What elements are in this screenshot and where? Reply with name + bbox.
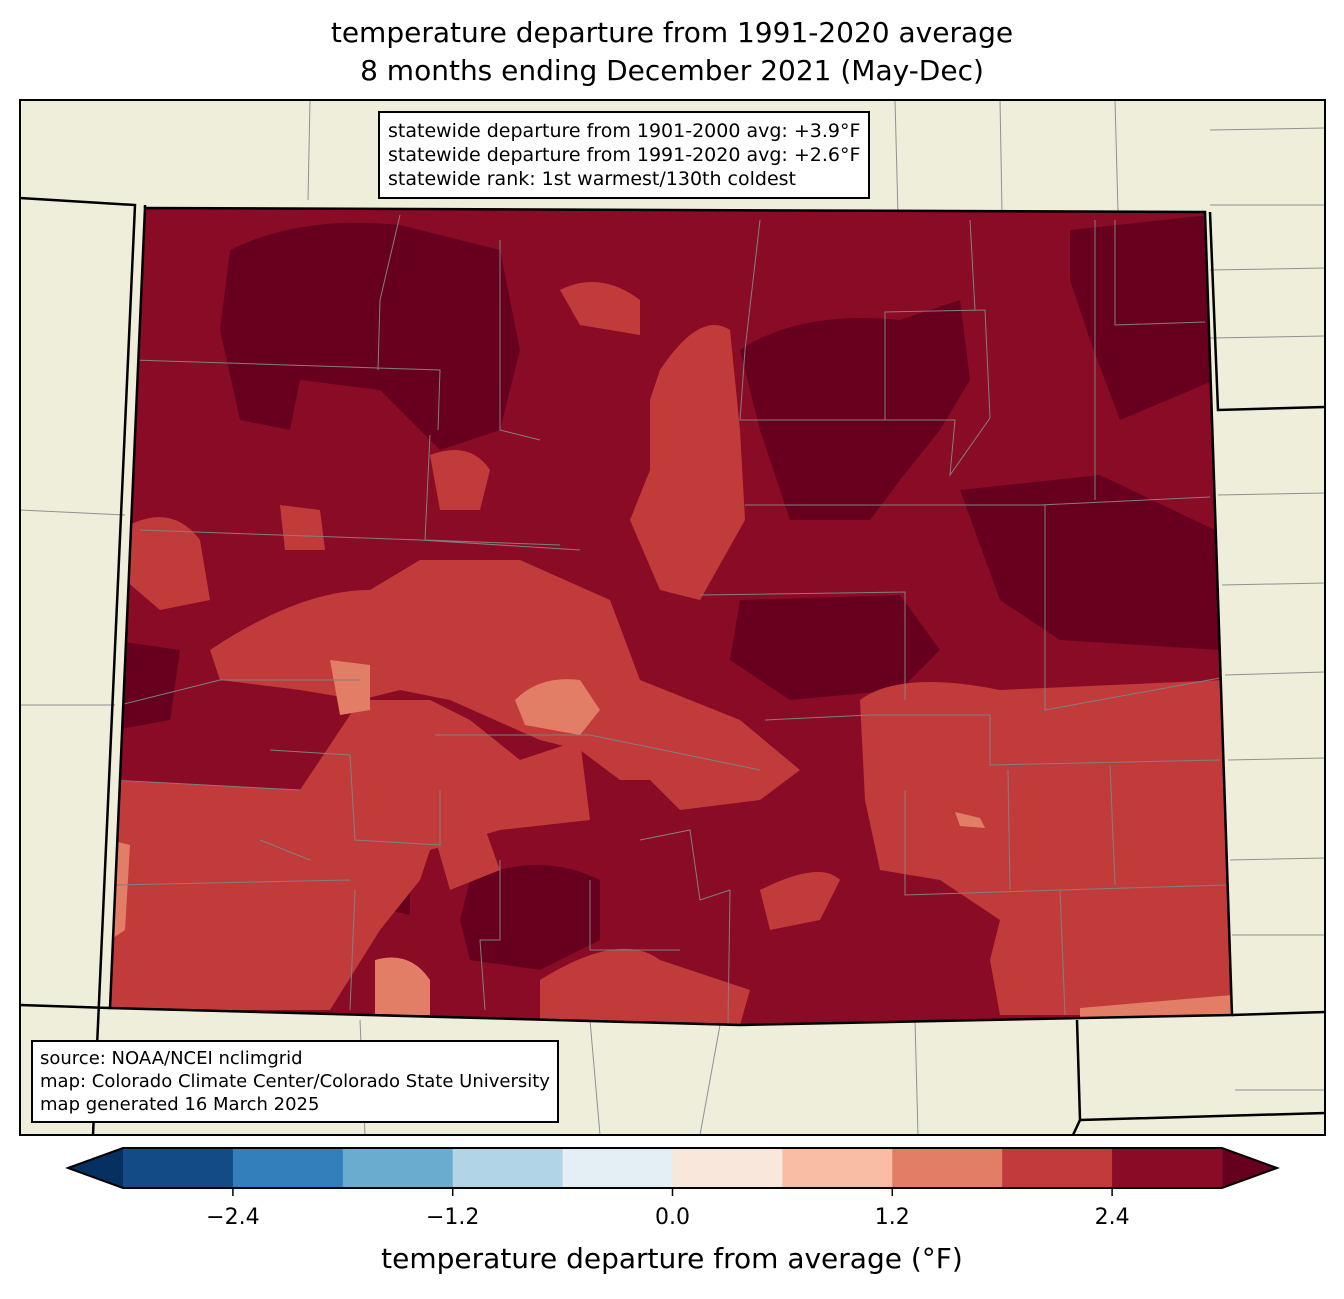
stats-departure-1901-2000: statewide departure from 1901-2000 avg: … <box>388 120 861 142</box>
colorado-border <box>108 206 1234 1027</box>
colorbar <box>65 1147 1280 1196</box>
colorbar-bin <box>782 1148 893 1188</box>
colorado-state <box>108 206 1234 1027</box>
neighbor-county-lines <box>19 99 1326 1136</box>
generated-date-line: map generated 16 March 2025 <box>40 1094 320 1115</box>
colorbar-tick-label: 1.2 <box>874 1205 910 1230</box>
colorbar-bin <box>1002 1148 1113 1188</box>
colorbar-outline <box>65 1147 1280 1189</box>
map-title-line2: 8 months ending December 2021 (May-Dec) <box>360 54 984 87</box>
colorbar-bin <box>892 1148 1003 1188</box>
map-title-line1: temperature departure from 1991-2020 ave… <box>330 16 1014 49</box>
colorbar-extend-low <box>68 1148 123 1188</box>
source-box: source: NOAA/NCEI nclimgrid map: Colorad… <box>31 1040 559 1123</box>
map-frame <box>19 99 1326 1136</box>
colorbar-bin <box>1112 1148 1223 1188</box>
map-credit-line: map: Colorado Climate Center/Colorado St… <box>40 1071 550 1092</box>
colorbar-label: temperature departure from average (°F) <box>381 1242 963 1275</box>
stats-rank: statewide rank: 1st warmest/130th coldes… <box>388 168 797 190</box>
colorbar-bin <box>672 1148 783 1188</box>
county-lines <box>110 214 1231 1025</box>
colorbar-bin <box>452 1148 564 1188</box>
colorbar-tick-label: 0.0 <box>655 1205 690 1230</box>
stats-departure-1991-2020: statewide departure from 1991-2020 avg: … <box>388 144 861 166</box>
colorbar-extend-high <box>1222 1148 1277 1188</box>
state-borders <box>19 196 1326 1136</box>
colorbar-tick-label: −1.2 <box>425 1205 480 1230</box>
colorbar-bin <box>123 1148 234 1188</box>
colorbar-bin <box>562 1148 673 1188</box>
colorbar-bin <box>342 1148 454 1188</box>
colorbar-tick-label: −2.4 <box>206 1205 260 1230</box>
regions-warm <box>110 282 1230 1025</box>
statewide-stats-box: statewide departure from 1901-2000 avg: … <box>378 111 871 199</box>
colorbar-bin <box>232 1148 344 1188</box>
colorbar-tick-label: 2.4 <box>1094 1205 1130 1230</box>
source-line: source: NOAA/NCEI nclimgrid <box>40 1048 303 1069</box>
